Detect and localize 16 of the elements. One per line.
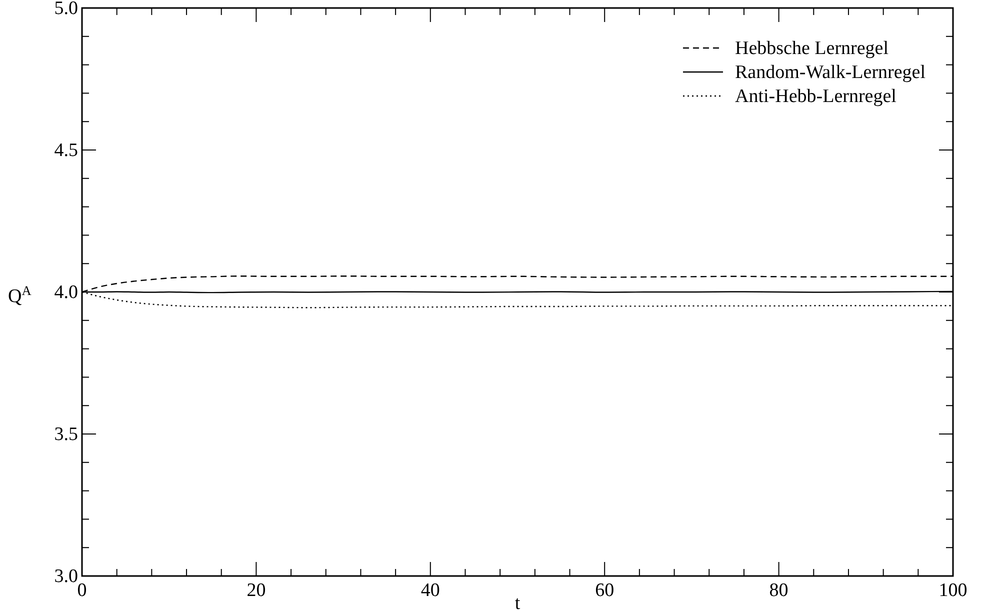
legend-label: Hebbsche Lernregel [735, 38, 889, 59]
x-tick-label: 100 [938, 580, 968, 601]
y-tick-label: 4.5 [54, 140, 78, 161]
y-axis-title: Q$^{A}$ [8, 282, 32, 307]
y-tick-label: 4.0 [54, 282, 78, 303]
x-axis-title: t [514, 593, 521, 611]
legend-label: Anti-Hebb-Lernregel [735, 86, 896, 107]
y-tick-label: 3.5 [54, 424, 78, 445]
legend-label: Random-Walk-Lernregel [735, 62, 926, 83]
x-tick-label: 40 [420, 580, 440, 601]
x-tick-label: 0 [77, 580, 87, 601]
x-tick-label: 80 [769, 580, 788, 601]
x-tick-label: 60 [595, 580, 614, 601]
y-tick-label: 3.0 [54, 566, 78, 587]
y-tick-label: 5.0 [54, 0, 78, 19]
x-tick-label: 20 [246, 580, 266, 601]
